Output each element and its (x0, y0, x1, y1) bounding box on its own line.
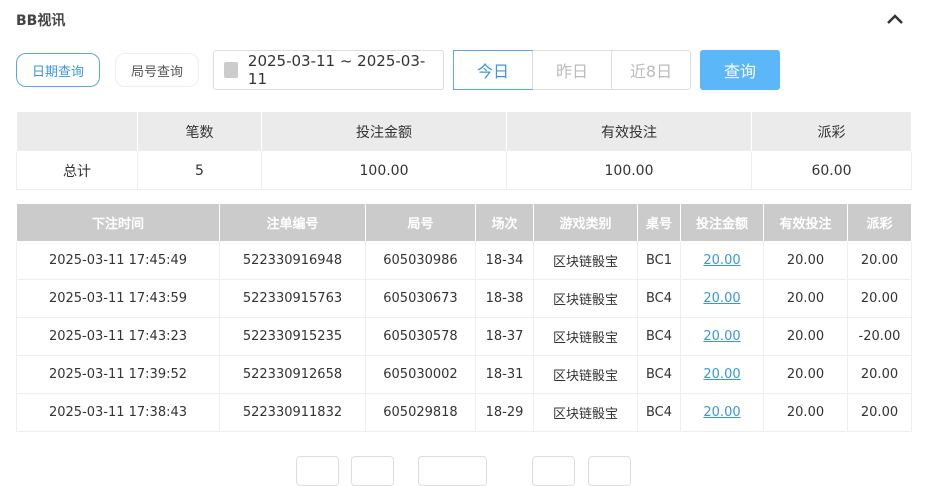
bet-amount-link[interactable]: 20.00 (703, 291, 741, 306)
table-cell: 2025-03-11 17:45:49 (16, 241, 220, 280)
table-cell: 2025-03-11 17:43:23 (16, 317, 220, 356)
date-query-tab[interactable]: 日期查询 (16, 53, 100, 87)
table-row: 2025-03-11 17:43:59 522330915763 605030673… (16, 279, 912, 318)
pagination-first[interactable] (296, 456, 339, 486)
table-cell: 20.00 (680, 393, 764, 432)
bet-amount-link[interactable]: 20.00 (703, 253, 741, 268)
summary-header: 投注金额 (261, 111, 507, 152)
chevron-up-icon[interactable] (884, 8, 906, 30)
pagination-prev[interactable] (351, 456, 394, 486)
table-cell: -20.00 (847, 317, 912, 356)
table-cell: 20.00 (763, 317, 848, 356)
last8-button[interactable]: 近8日 (611, 51, 690, 89)
bet-detail-table: 下注时间 注单编号 局号 场次 游戏类别 桌号 投注金额 有效投注 派彩 2025-03-11 1… (16, 203, 912, 432)
table-cell: 20.00 (847, 355, 912, 394)
table-cell: 20.00 (763, 241, 848, 280)
summary-cell: 总计 (16, 151, 138, 190)
table-cell: 2025-03-11 17:39:52 (16, 355, 220, 394)
table-row: 2025-03-11 17:39:52 522330912658 605030002… (16, 355, 912, 394)
table-cell: 522330916948 (219, 241, 366, 280)
column-header: 派彩 (847, 203, 912, 242)
search-button[interactable]: 查询 (700, 50, 780, 90)
calendar-icon (224, 62, 238, 78)
table-cell: BC4 (637, 393, 681, 432)
column-header: 桌号 (637, 203, 681, 242)
summary-cell: 60.00 (751, 151, 912, 190)
table-cell: 20.00 (763, 393, 848, 432)
summary-header (16, 111, 138, 152)
bet-amount-link[interactable]: 20.00 (703, 329, 741, 344)
table-cell: 20.00 (847, 241, 912, 280)
page-title: BB视讯 (16, 13, 66, 29)
summary-table: 笔数 投注金额 有效投注 派彩 总计 5 100.00 100.00 60.00 (16, 111, 912, 190)
table-cell: 20.00 (680, 279, 764, 318)
pagination-next[interactable] (532, 456, 575, 486)
column-header: 局号 (365, 203, 476, 242)
summary-cell: 100.00 (261, 151, 507, 190)
table-cell: 605030986 (365, 241, 476, 280)
column-header: 投注金额 (680, 203, 764, 242)
pagination-page-input[interactable] (418, 456, 487, 486)
summary-cell: 100.00 (506, 151, 752, 190)
summary-header: 笔数 (137, 111, 262, 152)
date-preset-group: 今日 昨日 近8日 (453, 50, 691, 90)
table-cell: 522330915235 (219, 317, 366, 356)
column-header: 注单编号 (219, 203, 366, 242)
table-cell: 区块链骰宝 (533, 393, 638, 432)
table-cell: 605030002 (365, 355, 476, 394)
table-cell: 18-37 (475, 317, 534, 356)
summary-cell: 5 (137, 151, 262, 190)
table-cell: 20.00 (680, 355, 764, 394)
table-cell: 522330911832 (219, 393, 366, 432)
table-cell: BC4 (637, 355, 681, 394)
table-cell: 605030673 (365, 279, 476, 318)
table-cell: 2025-03-11 17:38:43 (16, 393, 220, 432)
table-cell: 522330912658 (219, 355, 366, 394)
column-header: 下注时间 (16, 203, 220, 242)
table-cell: 18-38 (475, 279, 534, 318)
table-cell: 18-31 (475, 355, 534, 394)
today-button[interactable]: 今日 (453, 50, 533, 90)
table-row: 2025-03-11 17:38:43 522330911832 605029818… (16, 393, 912, 432)
column-header: 场次 (475, 203, 534, 242)
table-cell: 2025-03-11 17:43:59 (16, 279, 220, 318)
bet-amount-link[interactable]: 20.00 (703, 405, 741, 420)
table-cell: BC4 (637, 317, 681, 356)
table-cell: 20.00 (847, 279, 912, 318)
table-cell: 20.00 (680, 241, 764, 280)
date-range-value: 2025-03-11 ~ 2025-03-11 (247, 52, 426, 88)
table-cell: 20.00 (847, 393, 912, 432)
table-cell: 522330915763 (219, 279, 366, 318)
column-header: 游戏类别 (533, 203, 638, 242)
table-cell: 18-29 (475, 393, 534, 432)
table-cell: 区块链骰宝 (533, 355, 638, 394)
table-cell: 区块链骰宝 (533, 241, 638, 280)
table-cell: 605030578 (365, 317, 476, 356)
table-cell: 区块链骰宝 (533, 317, 638, 356)
date-range-input[interactable]: 2025-03-11 ~ 2025-03-11 (213, 50, 444, 90)
table-cell: 18-34 (475, 241, 534, 280)
bet-amount-link[interactable]: 20.00 (703, 367, 741, 382)
table-cell: 605029818 (365, 393, 476, 432)
summary-header: 派彩 (751, 111, 912, 152)
round-query-tab[interactable]: 局号查询 (115, 53, 199, 87)
table-cell: 20.00 (763, 279, 848, 318)
table-cell: 20.00 (680, 317, 764, 356)
summary-header: 有效投注 (506, 111, 752, 152)
pagination-last[interactable] (588, 456, 631, 486)
table-cell: 20.00 (763, 355, 848, 394)
table-cell: 区块链骰宝 (533, 279, 638, 318)
table-cell: BC1 (637, 241, 681, 280)
column-header: 有效投注 (763, 203, 848, 242)
yesterday-button[interactable]: 昨日 (532, 51, 611, 89)
table-cell: BC4 (637, 279, 681, 318)
table-row: 2025-03-11 17:43:23 522330915235 605030578… (16, 317, 912, 356)
table-row: 2025-03-11 17:45:49 522330916948 605030986… (16, 241, 912, 280)
